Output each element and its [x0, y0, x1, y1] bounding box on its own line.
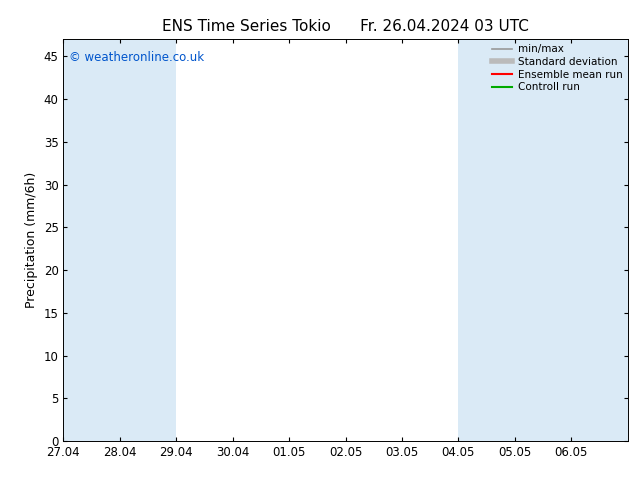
Y-axis label: Precipitation (mm/6h): Precipitation (mm/6h) [25, 172, 38, 308]
Bar [515, 39, 571, 441]
Bar [120, 39, 176, 441]
Bar [571, 39, 628, 441]
Text: © weatheronline.co.uk: © weatheronline.co.uk [69, 51, 204, 64]
Title: ENS Time Series Tokio      Fr. 26.04.2024 03 UTC: ENS Time Series Tokio Fr. 26.04.2024 03 … [162, 19, 529, 34]
Bar [458, 39, 515, 441]
Legend: min/max, Standard deviation, Ensemble mean run, Controll run: min/max, Standard deviation, Ensemble me… [489, 42, 624, 94]
Bar [63, 39, 120, 441]
